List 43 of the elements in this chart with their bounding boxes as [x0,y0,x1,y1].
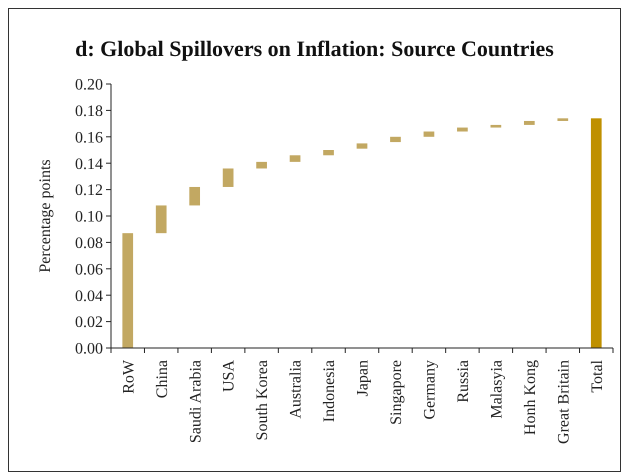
x-tick-label: Malasyia [488,360,506,419]
x-tick-label: Great Britain [555,360,572,444]
bar [256,162,267,168]
x-tick-label: Singapore [388,360,406,425]
y-axis-title: Percentage points [37,159,54,273]
x-tick-label: USA [220,360,238,392]
y-tick-label: 0.06 [75,261,103,278]
x-tick-label: RoW [120,359,138,394]
y-tick-label: 0.16 [75,129,103,146]
x-tick-label: Saudi Arabia [187,360,204,444]
y-tick-label: 0.02 [75,314,103,332]
x-tick-label: Germany [422,360,439,420]
bar [122,233,134,348]
y-tick-label: 0.12 [75,182,103,200]
y-tick-label: 0.00 [75,340,103,358]
x-tick-label: Russia [455,360,472,403]
bar [222,168,234,187]
bar [156,205,167,234]
x-tick-label: South Korea [254,360,272,440]
bar [524,120,535,125]
x-tick-label: Honh Kong [522,360,539,436]
y-tick-label: 0.20 [75,76,103,94]
chart-title: d: Global Spillovers on Inflation: Source Countries [75,36,554,61]
y-tick-label: 0.10 [75,208,103,226]
x-tick-label: Australia [288,360,305,419]
x-tick-label: Japan [354,360,372,396]
bar [457,128,468,132]
bar [490,124,502,128]
y-tick-label: 0.14 [75,156,103,173]
bar [290,155,300,162]
bar [390,136,401,142]
bar [189,186,200,206]
x-tick-label: Indonesia [321,360,338,422]
y-tick-label: 0.18 [75,103,103,120]
x-tick-label: Total [588,359,606,393]
bar [590,118,602,348]
y-tick-label: 0.04 [75,288,103,305]
bar [557,118,568,121]
y-tick-label: 0.08 [75,235,103,252]
bar [323,150,334,156]
bar [424,132,434,137]
bar [356,143,368,149]
x-tick-label: China [154,360,171,398]
